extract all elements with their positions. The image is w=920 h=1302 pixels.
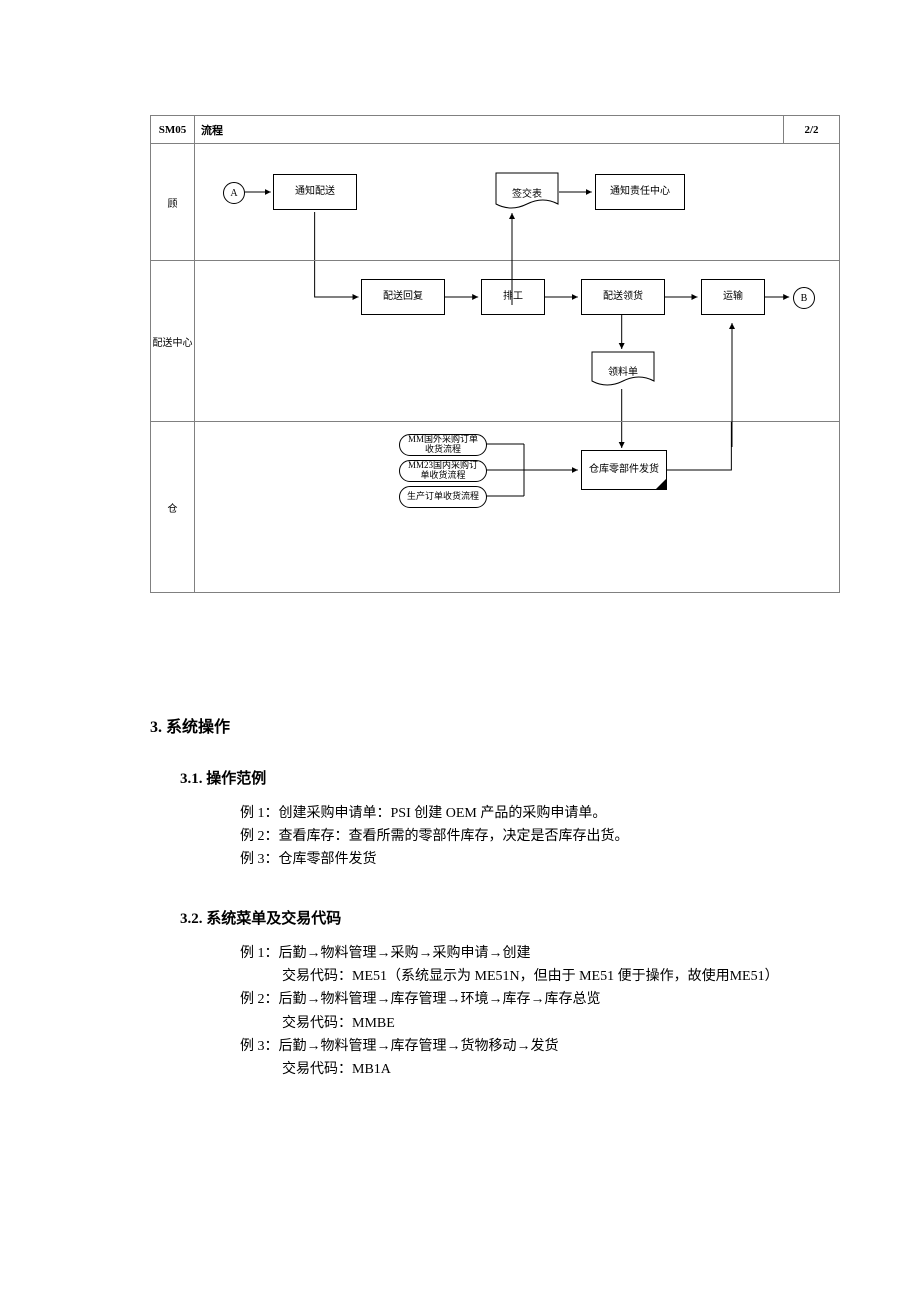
menu-2: 例 2：后勤→物料管理→库存管理→环境→库存→库存总览 — [240, 988, 840, 1011]
doc-sign-form: 签交表 — [495, 172, 559, 212]
lane3-label: 仓 — [151, 422, 195, 593]
flowchart-table: SM05 流程 2/2 顾 — [150, 115, 840, 593]
doc-warehouse-ship-label: 仓库零部件发货 — [589, 464, 659, 476]
box-transport: 运输 — [701, 279, 765, 315]
doc-sign-form-label: 签交表 — [512, 185, 542, 200]
text-section: 3. 系统操作 3.1. 操作范例 例 1：创建采购申请单：PSI 创建 OEM… — [150, 713, 840, 1081]
hdr-title: 流程 — [194, 116, 783, 144]
heading-32: 3.2. 系统菜单及交易代码 — [180, 907, 840, 928]
connector-b: B — [793, 287, 815, 309]
connector-a: A — [223, 182, 245, 204]
menu-1: 例 1：后勤→物料管理→采购→采购申请→创建 — [240, 942, 840, 965]
menu-1-code: 交易代码：ME51（系统显示为 ME51N，但由于 ME51 便于操作，故使用M… — [282, 965, 840, 988]
example-1: 例 1：创建采购申请单：PSI 创建 OEM 产品的采购申请单。 — [240, 802, 840, 825]
hdr-page: 2/2 — [784, 116, 840, 144]
examples-list: 例 1：创建采购申请单：PSI 创建 OEM 产品的采购申请单。 例 2：查看库… — [240, 802, 840, 871]
menu-3: 例 3：后勤→物料管理→库存管理→货物移动→发货 — [240, 1035, 840, 1058]
heading-3-title: 系统操作 — [166, 719, 230, 736]
lane1: A 通知配送 签交表 通知责任中心 — [195, 144, 839, 260]
box-notify-delivery: 通知配送 — [273, 174, 357, 210]
box-delivery-reply: 配送回复 — [361, 279, 445, 315]
example-2: 例 2：查看库存：查看所需的零部件库存，决定是否库存出货。 — [240, 825, 840, 848]
menu-2-code: 交易代码：MMBE — [282, 1012, 840, 1035]
pill-overseas: MM国外采购订单收货流程 — [399, 434, 487, 456]
box-delivery-pickup: 配送领货 — [581, 279, 665, 315]
lane2-label: 配送中心 — [151, 261, 195, 422]
hdr-code: SM05 — [151, 116, 195, 144]
lane3: MM国外采购订单收货流程 MM23国内采购订单收货流程 生产订单收货流程 仓库零… — [195, 422, 839, 592]
menu-list: 例 1：后勤→物料管理→采购→采购申请→创建 交易代码：ME51（系统显示为 M… — [240, 942, 840, 1081]
lane1-label: 顾 — [151, 144, 195, 261]
pill-production: 生产订单收货流程 — [399, 486, 487, 508]
menu-3-code: 交易代码：MB1A — [282, 1058, 840, 1081]
pill-domestic: MM23国内采购订单收货流程 — [399, 460, 487, 482]
box-schedule: 排工 — [481, 279, 545, 315]
lane2: 配送回复 排工 配送领货 运输 B 领料单 — [195, 261, 839, 421]
doc-warehouse-ship: 仓库零部件发货 — [581, 450, 667, 490]
doc-pick-list: 领料单 — [591, 351, 655, 389]
example-3: 例 3：仓库零部件发货 — [240, 848, 840, 871]
heading-3-num: 3. — [150, 719, 162, 736]
heading-3: 3. 系统操作 — [150, 713, 840, 737]
heading-31: 3.1. 操作范例 — [180, 767, 840, 788]
box-notify-resp-center: 通知责任中心 — [595, 174, 685, 210]
doc-pick-list-label: 领料单 — [608, 363, 638, 378]
